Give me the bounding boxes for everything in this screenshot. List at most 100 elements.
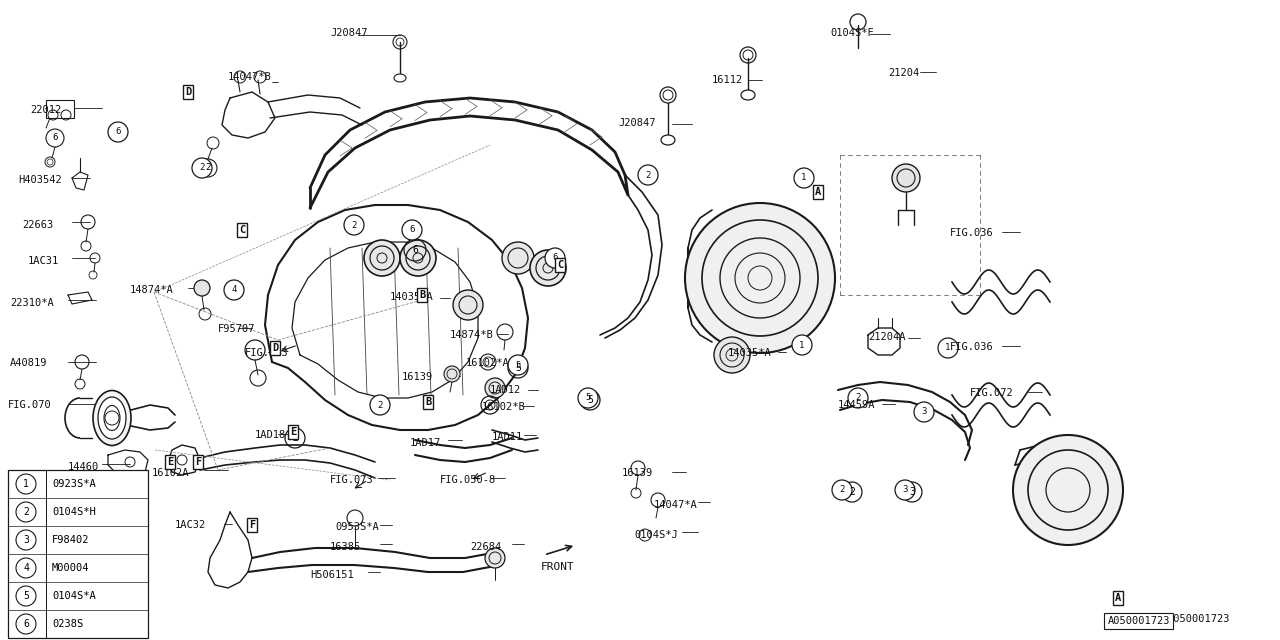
- Text: 16102*A: 16102*A: [466, 358, 509, 368]
- Circle shape: [685, 203, 835, 353]
- Text: 0238S: 0238S: [52, 619, 83, 629]
- Text: 2: 2: [292, 433, 298, 443]
- Text: C: C: [239, 225, 246, 235]
- Text: 3: 3: [922, 408, 927, 417]
- Text: 1: 1: [946, 344, 951, 353]
- Text: 0104S*F: 0104S*F: [829, 28, 874, 38]
- Text: 0953S*A: 0953S*A: [335, 522, 379, 532]
- Text: 16385: 16385: [330, 542, 361, 552]
- Ellipse shape: [104, 406, 120, 431]
- Text: 1AD18: 1AD18: [255, 430, 287, 440]
- Circle shape: [195, 280, 210, 296]
- Text: F98402: F98402: [52, 535, 90, 545]
- Text: 1AC32: 1AC32: [175, 520, 206, 530]
- Text: 3: 3: [909, 487, 915, 497]
- Circle shape: [895, 480, 915, 500]
- Text: 6: 6: [410, 225, 415, 234]
- Text: 2: 2: [200, 163, 205, 173]
- Text: 2: 2: [840, 486, 845, 495]
- Text: 3: 3: [23, 535, 29, 545]
- Text: C: C: [557, 260, 563, 270]
- Circle shape: [485, 548, 506, 568]
- Text: 16112: 16112: [712, 75, 744, 85]
- Text: 2: 2: [855, 394, 860, 403]
- Circle shape: [832, 480, 852, 500]
- Text: 6: 6: [552, 253, 558, 262]
- Circle shape: [714, 337, 750, 373]
- Text: 1: 1: [801, 173, 806, 182]
- Ellipse shape: [394, 74, 406, 82]
- Text: 5: 5: [585, 394, 590, 403]
- Text: 22663: 22663: [22, 220, 54, 230]
- Text: 6: 6: [412, 245, 419, 255]
- Text: 16102*B: 16102*B: [483, 402, 526, 412]
- Text: 2: 2: [849, 487, 855, 497]
- Text: 1AC31: 1AC31: [28, 256, 59, 266]
- Circle shape: [15, 558, 36, 578]
- Circle shape: [660, 87, 676, 103]
- Text: 2: 2: [378, 401, 383, 410]
- Text: 5: 5: [23, 591, 29, 601]
- Text: FIG.073: FIG.073: [330, 475, 374, 485]
- Circle shape: [453, 290, 483, 320]
- Ellipse shape: [741, 90, 755, 100]
- Text: 6: 6: [115, 127, 120, 136]
- Circle shape: [15, 474, 36, 494]
- Text: 22684: 22684: [470, 542, 502, 552]
- Text: 1: 1: [23, 479, 29, 489]
- Circle shape: [508, 355, 529, 375]
- Circle shape: [794, 168, 814, 188]
- Text: 2: 2: [23, 507, 29, 517]
- Circle shape: [15, 502, 36, 522]
- Circle shape: [15, 530, 36, 550]
- Text: 1AD11: 1AD11: [492, 432, 524, 442]
- Circle shape: [444, 366, 460, 382]
- Circle shape: [849, 388, 868, 408]
- Circle shape: [402, 220, 422, 240]
- Circle shape: [192, 158, 212, 178]
- Text: FIG.036: FIG.036: [950, 228, 993, 238]
- Circle shape: [892, 164, 920, 192]
- Circle shape: [545, 248, 564, 268]
- Text: J20847: J20847: [618, 118, 655, 128]
- Text: 14874*A: 14874*A: [131, 285, 174, 295]
- Text: 6: 6: [52, 134, 58, 143]
- Text: 0923S*A: 0923S*A: [52, 479, 96, 489]
- Circle shape: [530, 250, 566, 286]
- Circle shape: [485, 378, 506, 398]
- Text: A: A: [1115, 593, 1121, 603]
- Circle shape: [370, 395, 390, 415]
- Text: H506151: H506151: [310, 570, 353, 580]
- Text: 21204A: 21204A: [868, 332, 905, 342]
- Circle shape: [914, 402, 934, 422]
- Circle shape: [938, 338, 957, 358]
- Text: F95707: F95707: [218, 324, 256, 334]
- Text: 0104S*A: 0104S*A: [52, 591, 96, 601]
- Circle shape: [502, 242, 534, 274]
- Text: 14035*A: 14035*A: [390, 292, 434, 302]
- Text: 22310*A: 22310*A: [10, 298, 54, 308]
- Text: H403542: H403542: [18, 175, 61, 185]
- Circle shape: [1012, 435, 1123, 545]
- Bar: [8, 470, 148, 638]
- Text: B: B: [425, 397, 431, 407]
- Circle shape: [224, 280, 244, 300]
- Circle shape: [364, 240, 399, 276]
- Text: 16102A: 16102A: [152, 468, 189, 478]
- Text: 14874*B: 14874*B: [451, 330, 494, 340]
- Circle shape: [344, 215, 364, 235]
- Text: FIG.073: FIG.073: [244, 348, 289, 358]
- Text: FRONT: FRONT: [541, 562, 575, 572]
- Text: 21204: 21204: [888, 68, 919, 78]
- Text: 1: 1: [799, 340, 805, 349]
- Text: A050001723: A050001723: [1107, 616, 1170, 626]
- Text: 2: 2: [645, 170, 650, 179]
- Text: FIG.070: FIG.070: [8, 400, 51, 410]
- Bar: [46, 100, 74, 118]
- Text: A40819: A40819: [10, 358, 47, 368]
- Text: 14460: 14460: [68, 462, 100, 472]
- Circle shape: [637, 165, 658, 185]
- Text: 16139: 16139: [622, 468, 653, 478]
- Ellipse shape: [99, 397, 125, 439]
- Text: 5: 5: [588, 395, 593, 405]
